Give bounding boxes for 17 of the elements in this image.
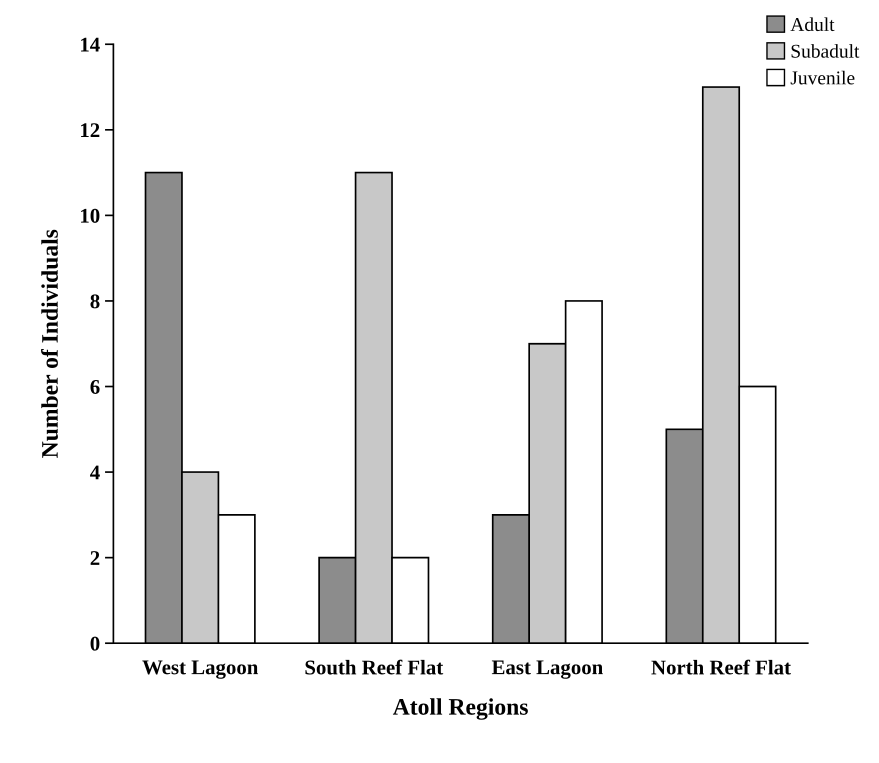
x-axis-title: Atoll Regions	[392, 698, 528, 720]
y-tick-label: 8	[90, 294, 100, 308]
x-tick-label: East Lagoon	[492, 660, 603, 679]
y-tick-label: 12	[81, 123, 100, 138]
x-tick-label: North Reef Flat	[651, 660, 791, 675]
x-tick-label: South Reef Flat	[305, 660, 444, 675]
x-tick-label: West Lagoon	[142, 660, 258, 679]
y-tick-label: 0	[90, 636, 100, 651]
legend-label: Adult	[790, 17, 834, 32]
y-tick-label: 14	[81, 38, 100, 52]
y-tick-label: 4	[90, 466, 100, 480]
legend-label: Juvenile	[790, 70, 854, 84]
y-tick-label: 10	[81, 208, 100, 223]
y-tick-label: 6	[90, 380, 100, 394]
legend-label: Subadult	[792, 44, 860, 58]
y-axis-title: Number of Individuals	[41, 230, 58, 458]
y-tick-label: 2	[90, 551, 100, 565]
